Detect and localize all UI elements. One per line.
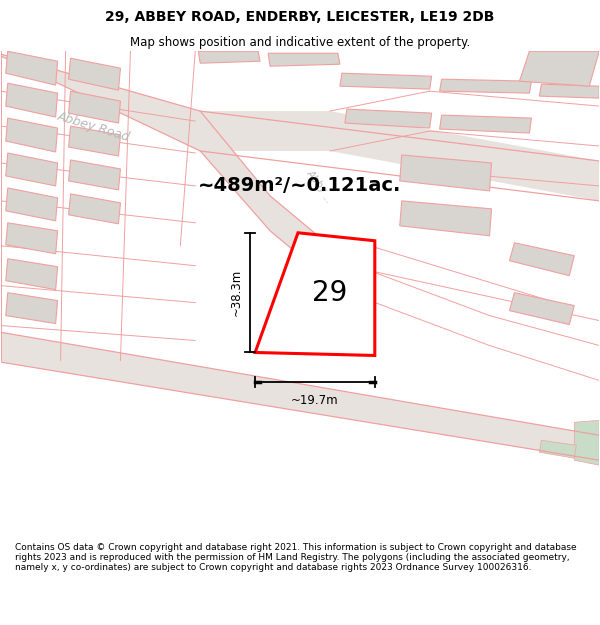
Text: Abby: Abby [305, 168, 329, 194]
Text: Abbey Road: Abbey Road [56, 110, 131, 144]
Polygon shape [440, 115, 532, 133]
Polygon shape [200, 111, 370, 301]
Polygon shape [440, 79, 532, 93]
Text: ~19.7m: ~19.7m [291, 394, 339, 407]
Polygon shape [6, 292, 58, 324]
Polygon shape [509, 242, 574, 276]
Text: Contains OS data © Crown copyright and database right 2021. This information is : Contains OS data © Crown copyright and d… [15, 542, 577, 572]
Text: ~489m²/~0.121ac.: ~489m²/~0.121ac. [199, 176, 401, 196]
Text: 29, ABBEY ROAD, ENDERBY, LEICESTER, LE19 2DB: 29, ABBEY ROAD, ENDERBY, LEICESTER, LE19… [106, 10, 494, 24]
Polygon shape [6, 51, 58, 85]
Polygon shape [345, 109, 431, 128]
Text: Map shows position and indicative extent of the property.: Map shows position and indicative extent… [130, 36, 470, 49]
Polygon shape [6, 259, 58, 289]
Polygon shape [268, 53, 340, 66]
Polygon shape [198, 51, 260, 63]
Polygon shape [509, 292, 574, 324]
Polygon shape [400, 155, 491, 191]
Polygon shape [520, 51, 599, 86]
Polygon shape [6, 153, 58, 186]
Polygon shape [340, 73, 431, 89]
Text: ~38.3m: ~38.3m [230, 269, 242, 316]
Polygon shape [539, 440, 576, 458]
Polygon shape [0, 331, 599, 460]
Polygon shape [0, 51, 599, 201]
Polygon shape [400, 201, 491, 236]
Polygon shape [539, 84, 599, 98]
Polygon shape [6, 118, 58, 152]
Polygon shape [68, 58, 121, 90]
Polygon shape [255, 232, 375, 356]
Polygon shape [68, 126, 121, 156]
Polygon shape [574, 420, 599, 465]
Text: ...: ... [320, 192, 334, 206]
Polygon shape [6, 188, 58, 221]
Polygon shape [6, 83, 58, 117]
Polygon shape [68, 91, 121, 123]
Polygon shape [6, 222, 58, 254]
Polygon shape [68, 160, 121, 190]
Text: 29: 29 [312, 279, 347, 307]
Polygon shape [68, 194, 121, 224]
